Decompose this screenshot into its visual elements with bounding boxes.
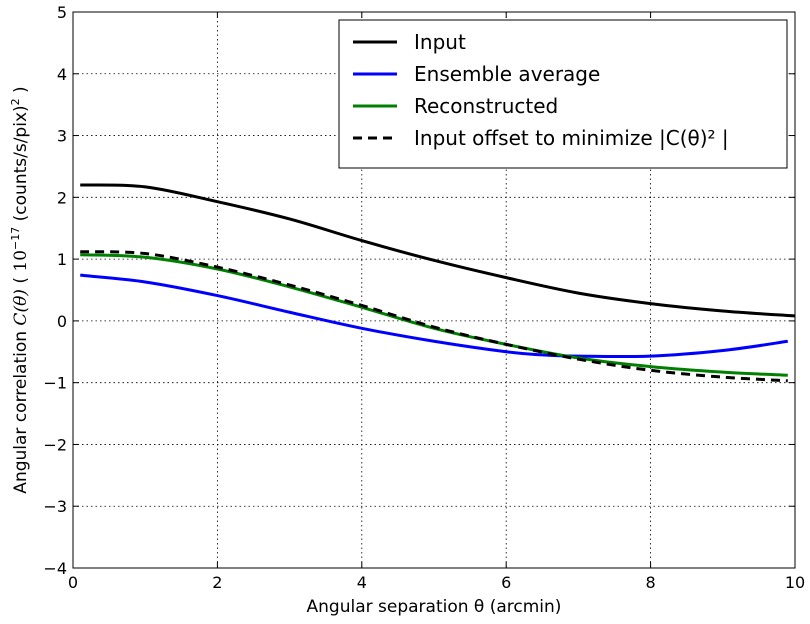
legend-items: Input Ensemble average Reconstructed Input … [353,30,729,150]
y-tick-label: −1 [43,374,67,393]
x-tick-label: 0 [68,573,78,592]
series-line-input-offset-to-minimize-c [80,250,788,383]
x-tick-label: 8 [646,573,656,592]
y-tick-label: 0 [57,312,67,331]
y-tick-label: −4 [43,559,67,578]
legend-box [338,19,788,169]
x-tick-label: 4 [357,573,367,592]
series-line-reconstructed [80,253,788,377]
legend: Input Ensemble average Reconstructed Input … [338,19,788,169]
y-axis-label-unit-exp: 2 [9,98,22,105]
y-tick-label: 1 [57,250,67,269]
y-tick-label: 2 [57,188,67,207]
y-axis-label-prefix: Angular correlation [11,326,31,494]
y-axis-label-factor-exp: −17 [9,227,22,250]
x-tick-label: 2 [212,573,222,592]
plot-frame [72,11,796,569]
legend-label-input-offset-to-minimize-c: Input offset to minimize |C(θ)² | [414,126,729,150]
series-line-ensemble-average [80,273,788,359]
legend-label-reconstructed: Reconstructed [414,94,558,118]
y-axis-label-open: ( [11,272,31,289]
y-axis-label-close: ) [11,86,31,98]
legend-label-ensemble-average: Ensemble average [414,62,600,86]
y-tick-label: 4 [57,65,67,84]
x-axis-label: Angular separation θ (arcmin) [307,597,562,617]
y-axis-label-symbol: C(θ) [11,289,31,326]
x-tick-label: 6 [501,573,511,592]
series-lines [80,183,796,383]
y-tick-label: 5 [57,3,67,22]
x-tick-label: 10 [785,573,805,592]
y-tick-label: −3 [43,497,67,516]
legend-label-input: Input [414,30,466,54]
series-line-input [80,183,796,318]
y-axis-label: Angular correlation C(θ) ( 10−17 (counts… [9,86,31,493]
y-tick-label: −2 [43,435,67,454]
y-axis-label-unit: (counts/s/pix) [11,105,31,226]
ticks: 0 2 4 6 8 10 −4 −3 −2 −1 0 1 2 3 4 5 [43,3,805,592]
y-tick-label: 3 [57,127,67,146]
y-axis-label-factor-base: 10 [11,250,31,272]
